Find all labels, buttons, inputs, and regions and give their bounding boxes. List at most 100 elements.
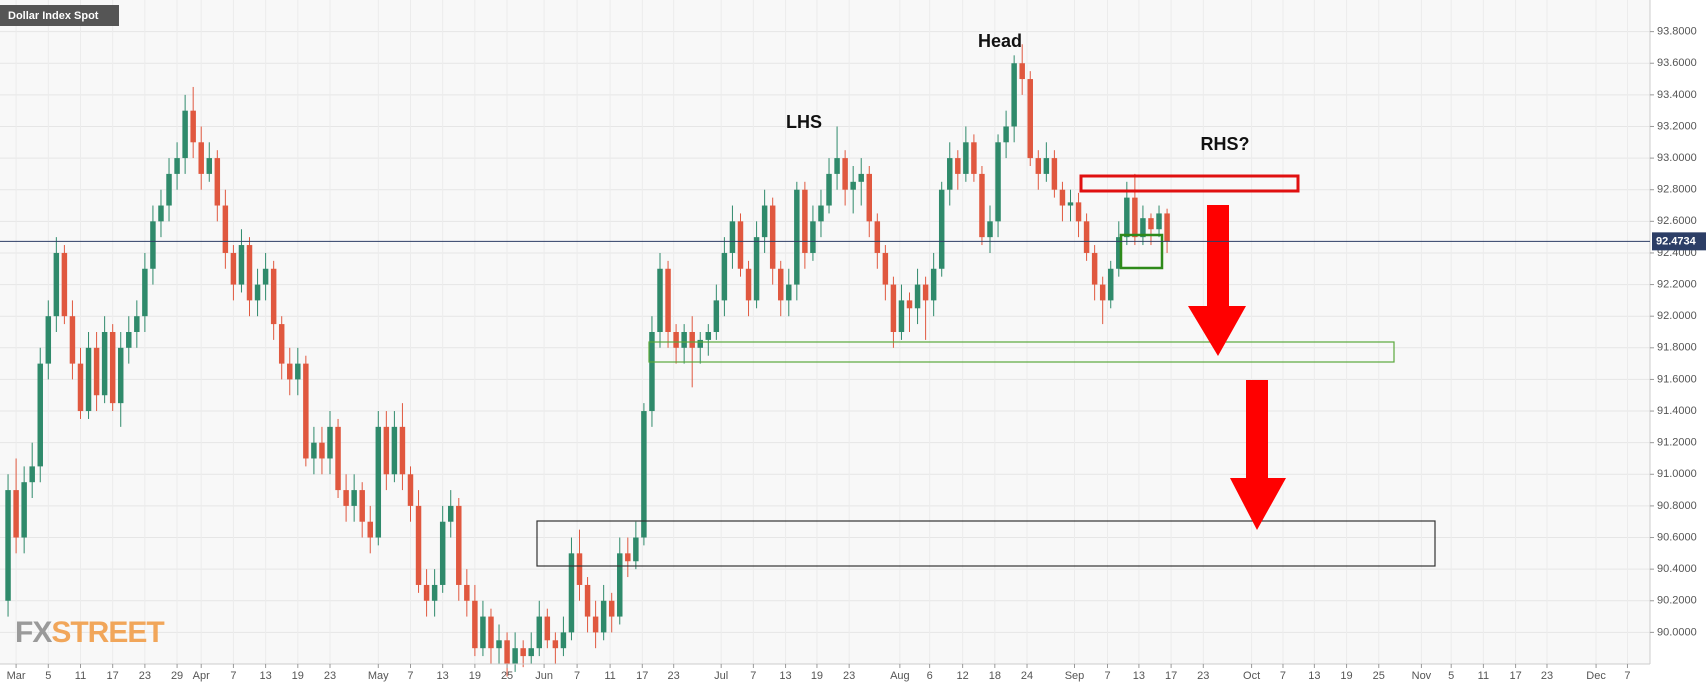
candle-body [190, 110, 196, 143]
y-tick-label: 92.6000 [1657, 215, 1697, 227]
candle-body [53, 252, 60, 317]
candle-body [1107, 268, 1114, 301]
pattern-box [1119, 233, 1164, 270]
candle-body [117, 347, 124, 404]
candle-body [1099, 284, 1106, 301]
candle-body [955, 158, 961, 174]
x-tick-label: 24 [1021, 670, 1033, 682]
candle-body [407, 474, 414, 506]
y-tick-label: 90.0000 [1657, 626, 1697, 638]
candle-body [134, 316, 140, 332]
watermark: FXSTREET [15, 616, 164, 649]
candle-body [1003, 126, 1009, 143]
candle-body [174, 158, 180, 174]
candle-body [391, 426, 398, 475]
x-tick-label: 7 [1280, 670, 1286, 682]
x-tick-label: 13 [259, 670, 271, 682]
candle-body [93, 347, 100, 396]
x-tick-label: 19 [292, 670, 304, 682]
x-tick-label: Mar [7, 670, 26, 682]
candle-body [938, 189, 945, 269]
annotation: LHS [786, 112, 822, 132]
candle-body [423, 584, 430, 601]
candle-body [649, 332, 655, 412]
candle-body [818, 205, 824, 222]
candle-body [29, 466, 35, 483]
candle-body [737, 221, 744, 269]
y-tick-label: 90.6000 [1657, 531, 1697, 543]
candle-body [198, 142, 204, 174]
candle-body [439, 521, 446, 585]
y-tick-label: 90.8000 [1657, 500, 1697, 512]
y-tick-label: 92.0000 [1657, 310, 1697, 322]
x-tick-label: 7 [750, 670, 756, 682]
candle-body [673, 332, 679, 348]
annotation: RHS? [1201, 134, 1250, 154]
x-tick-label: 11 [75, 670, 86, 682]
x-tick-label: 13 [779, 670, 791, 682]
candle-body [794, 189, 800, 285]
candle-body [375, 426, 382, 538]
y-tick-label: 93.6000 [1657, 57, 1697, 69]
candle-body [512, 648, 518, 664]
y-tick-label: 91.4000 [1657, 405, 1697, 417]
last-price-label: 92.4734 [1656, 235, 1697, 247]
x-tick-label: 13 [1308, 670, 1320, 682]
candle-body [13, 490, 19, 538]
x-tick-label: 23 [843, 670, 855, 682]
candle-body [697, 339, 703, 348]
candle-body [246, 245, 253, 301]
x-tick-label: Dec [1586, 670, 1606, 682]
candle-body [278, 324, 285, 364]
candle-body [182, 110, 188, 159]
candle-body [1164, 213, 1170, 242]
y-tick-label: 90.2000 [1657, 595, 1697, 607]
candle-body [383, 426, 390, 475]
arrow [1188, 205, 1246, 356]
watermark-part: FX [15, 616, 52, 649]
candle-body [979, 173, 985, 238]
x-tick-label: 12 [957, 670, 969, 682]
candle-body [287, 363, 293, 380]
candle-body [753, 237, 760, 301]
candle-body [890, 284, 897, 332]
candle-body [1156, 213, 1162, 230]
candle-body [45, 316, 52, 364]
candle-body [544, 616, 551, 641]
candle-body [850, 181, 856, 190]
axes: 90.0000 90.2000 90.4000 90.6000 90.8000 91.00… [0, 26, 1706, 682]
y-tick-label: 93.4000 [1657, 89, 1697, 101]
support-zone [536, 520, 1436, 567]
candle-body [222, 205, 229, 253]
candle-body [536, 616, 543, 649]
candle-body [560, 632, 567, 649]
candle-body [947, 158, 953, 190]
y-tick-label: 91.8000 [1657, 342, 1697, 354]
x-tick-label: 17 [107, 670, 119, 682]
candle-body [1043, 158, 1050, 174]
y-tick-label: 90.4000 [1657, 563, 1697, 575]
candle-body [786, 284, 792, 301]
candle-body [262, 268, 269, 285]
candle-body [230, 252, 237, 285]
x-tick-label: 7 [574, 670, 580, 682]
candle-body [480, 616, 486, 649]
candle-body [665, 268, 671, 332]
candle-body [415, 505, 422, 585]
x-tick-label: 29 [171, 670, 183, 682]
chart-title: Dollar Index Spot [8, 10, 99, 22]
arrow [1230, 380, 1286, 530]
x-tick-label: 18 [989, 670, 1001, 682]
candle-body [568, 553, 575, 633]
candle-body [1148, 218, 1154, 230]
candle-body [37, 363, 43, 467]
x-tick-label: 7 [230, 670, 236, 682]
candle-body [1067, 202, 1074, 206]
candle-body [85, 347, 92, 412]
candle-body [608, 600, 615, 617]
candle-body [713, 300, 720, 332]
candle-body [914, 284, 921, 309]
candle-body [721, 252, 728, 301]
candle-body [866, 173, 873, 222]
candle-body [447, 505, 454, 522]
